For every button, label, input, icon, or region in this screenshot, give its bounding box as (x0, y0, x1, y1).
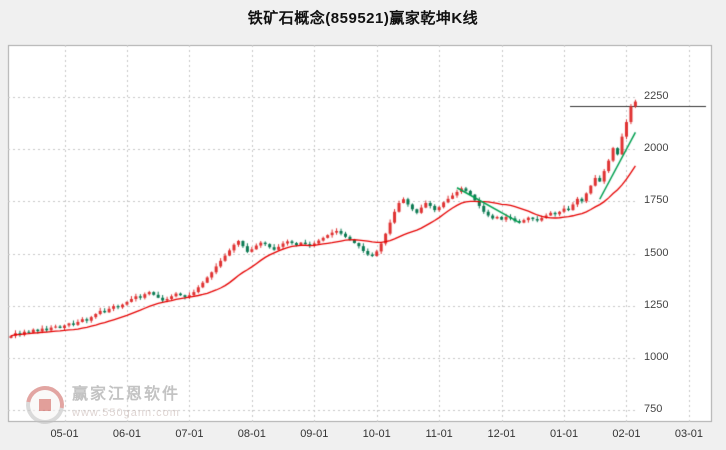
chart-title: 铁矿石概念(859521)赢家乾坤K线 (247, 10, 479, 27)
y-axis-label: 1500 (644, 246, 669, 259)
x-axis-label: 12-01 (487, 428, 516, 440)
x-axis-label: 10-01 (362, 428, 391, 440)
x-axis-label: 01-01 (549, 428, 579, 440)
x-axis-label: 03-01 (674, 428, 703, 440)
y-axis-label: 750 (644, 403, 663, 415)
y-axis-label: 1250 (644, 298, 669, 311)
x-axis-label: 08-01 (237, 428, 266, 440)
watermark-url: www.550gann.com (72, 407, 180, 419)
watermark: 赢家江恩软件 www.550gann.com (18, 378, 180, 432)
watermark-logo-icon (18, 378, 72, 432)
y-axis-label: 2000 (644, 142, 669, 155)
y-axis-label: 1750 (644, 194, 669, 207)
watermark-text: 赢家江恩软件 www.550gann.com (72, 386, 180, 419)
watermark-seal-icon (39, 399, 51, 411)
x-axis-label: 11-01 (425, 428, 453, 440)
x-axis-label: 05-01 (50, 428, 79, 440)
x-axis-label: 07-01 (175, 428, 204, 440)
y-axis-label: 2250 (644, 90, 669, 102)
x-axis-label: 09-01 (300, 428, 329, 440)
x-axis-label: 06-01 (112, 428, 142, 440)
x-axis-label: 02-01 (612, 428, 641, 440)
y-axis-label: 1000 (644, 350, 669, 363)
watermark-brand: 赢家江恩软件 (72, 386, 181, 403)
